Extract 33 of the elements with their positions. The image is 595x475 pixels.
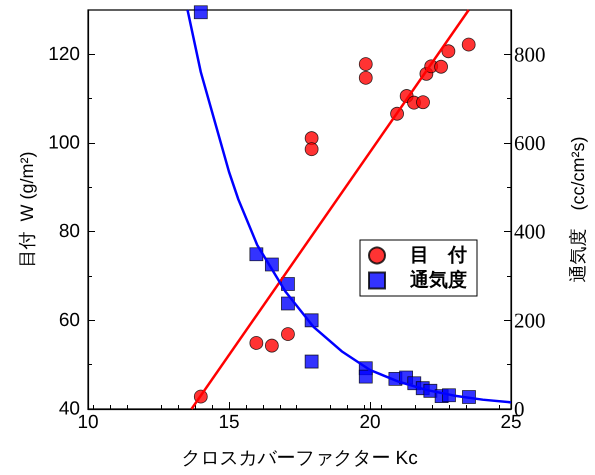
y-tick-label: 100 <box>48 132 80 154</box>
y2-tick-label: 600 <box>514 131 546 155</box>
point <box>358 70 373 85</box>
point <box>358 370 373 384</box>
legend-label: 通気度 <box>409 269 467 291</box>
y2-tick-label: 400 <box>514 220 546 244</box>
y2-axis-title: 通気度 (cc/cm²s) <box>568 136 588 282</box>
point <box>264 338 279 352</box>
point <box>304 142 319 156</box>
point <box>281 327 295 341</box>
y2-tick-label: 200 <box>514 308 546 332</box>
point <box>194 5 208 20</box>
point <box>462 38 476 52</box>
point <box>358 57 373 71</box>
point <box>304 131 319 146</box>
legend-label: 目 付 <box>410 245 467 266</box>
point <box>442 44 456 58</box>
point <box>249 336 264 350</box>
y-tick-label: 120 <box>48 44 80 65</box>
x-tick-label: 15 <box>218 412 240 433</box>
y2-tick-label: 800 <box>514 42 546 66</box>
x-tick-label: 20 <box>359 412 381 433</box>
y-tick-label: 60 <box>58 310 80 331</box>
point <box>281 296 295 310</box>
x-tick-label: 10 <box>77 412 99 433</box>
x-axis-title: クロスカバーファクター Kc <box>181 448 418 469</box>
line-series <box>186 8 512 404</box>
point <box>416 95 430 110</box>
y-tick-label: 80 <box>58 221 80 242</box>
point <box>304 354 319 368</box>
point <box>434 60 448 74</box>
y-tick-label: 40 <box>58 398 80 420</box>
y-axis-title: 目付 W (g/m²) <box>17 152 37 268</box>
